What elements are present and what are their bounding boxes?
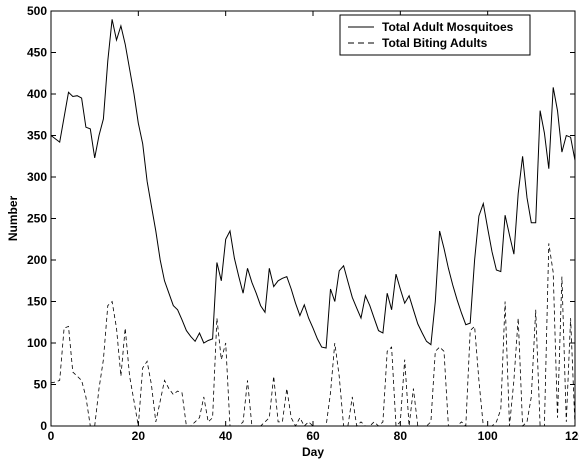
x-tick-label: 40 [219,429,233,443]
y-tick-label: 50 [34,378,48,392]
x-tick-label: 60 [306,429,320,443]
y-tick-label: 250 [27,212,47,226]
y-tick-label: 300 [27,170,47,184]
y-axis-label: Number [6,196,20,242]
y-tick-label: 500 [27,4,47,18]
x-tick-label: 20 [132,429,146,443]
y-tick-label: 450 [27,46,47,60]
x-tick-label: 0 [48,429,55,443]
x-tick-label: 120 [565,429,579,443]
y-tick-label: 200 [27,253,47,267]
y-tick-label: 100 [27,336,47,350]
y-tick-label: 350 [27,129,47,143]
plot-area [50,19,576,427]
y-tick-label: 400 [27,87,47,101]
legend: Total Adult Mosquitoes Total Biting Adul… [339,14,531,56]
legend-label-total-adult-mosquitoes: Total Adult Mosquitoes [382,20,514,34]
x-tick-label: 100 [478,429,498,443]
axis-ticks: 0 20 40 60 80 100 120 0 50 100 150 200 250 300 350 400 4… [27,4,579,443]
legend-label-total-biting-adults: Total Biting Adults [382,36,488,50]
x-axis-label: Day [302,445,324,459]
y-tick-label: 150 [27,295,47,309]
x-tick-label: 80 [394,429,408,443]
series-line-total-adult-mosquitoes [50,19,576,349]
y-tick-label: 0 [40,419,47,433]
legend-box [339,14,531,56]
